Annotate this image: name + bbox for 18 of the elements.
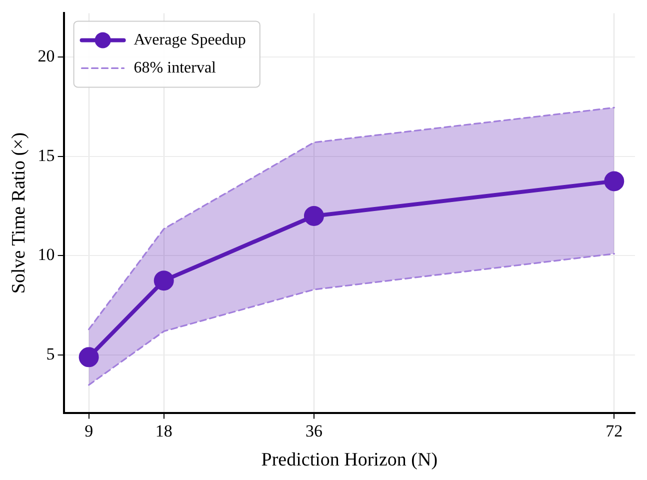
- point: [304, 206, 324, 226]
- legend-label: 68% interval: [134, 59, 217, 76]
- x-tick-label: 18: [155, 421, 172, 440]
- y-tick-label: 15: [38, 146, 55, 165]
- y-tick-label: 5: [46, 344, 55, 364]
- y-tick-label: 20: [38, 46, 55, 66]
- x-axis-title: Prediction Horizon (N): [261, 450, 438, 471]
- x-tick-label: 36: [305, 421, 322, 440]
- point: [604, 171, 624, 192]
- line-series: [88, 252, 615, 386]
- point: [78, 347, 99, 368]
- x-tick-label: 9: [84, 421, 94, 440]
- line-series: [88, 106, 615, 330]
- legend-label: Average Speedup: [134, 31, 246, 48]
- point: [154, 270, 174, 291]
- x-tick-label: 72: [606, 421, 623, 440]
- y-axis-title: Solve Time Ratio (×): [8, 132, 30, 294]
- y-tick-label: 10: [38, 245, 55, 264]
